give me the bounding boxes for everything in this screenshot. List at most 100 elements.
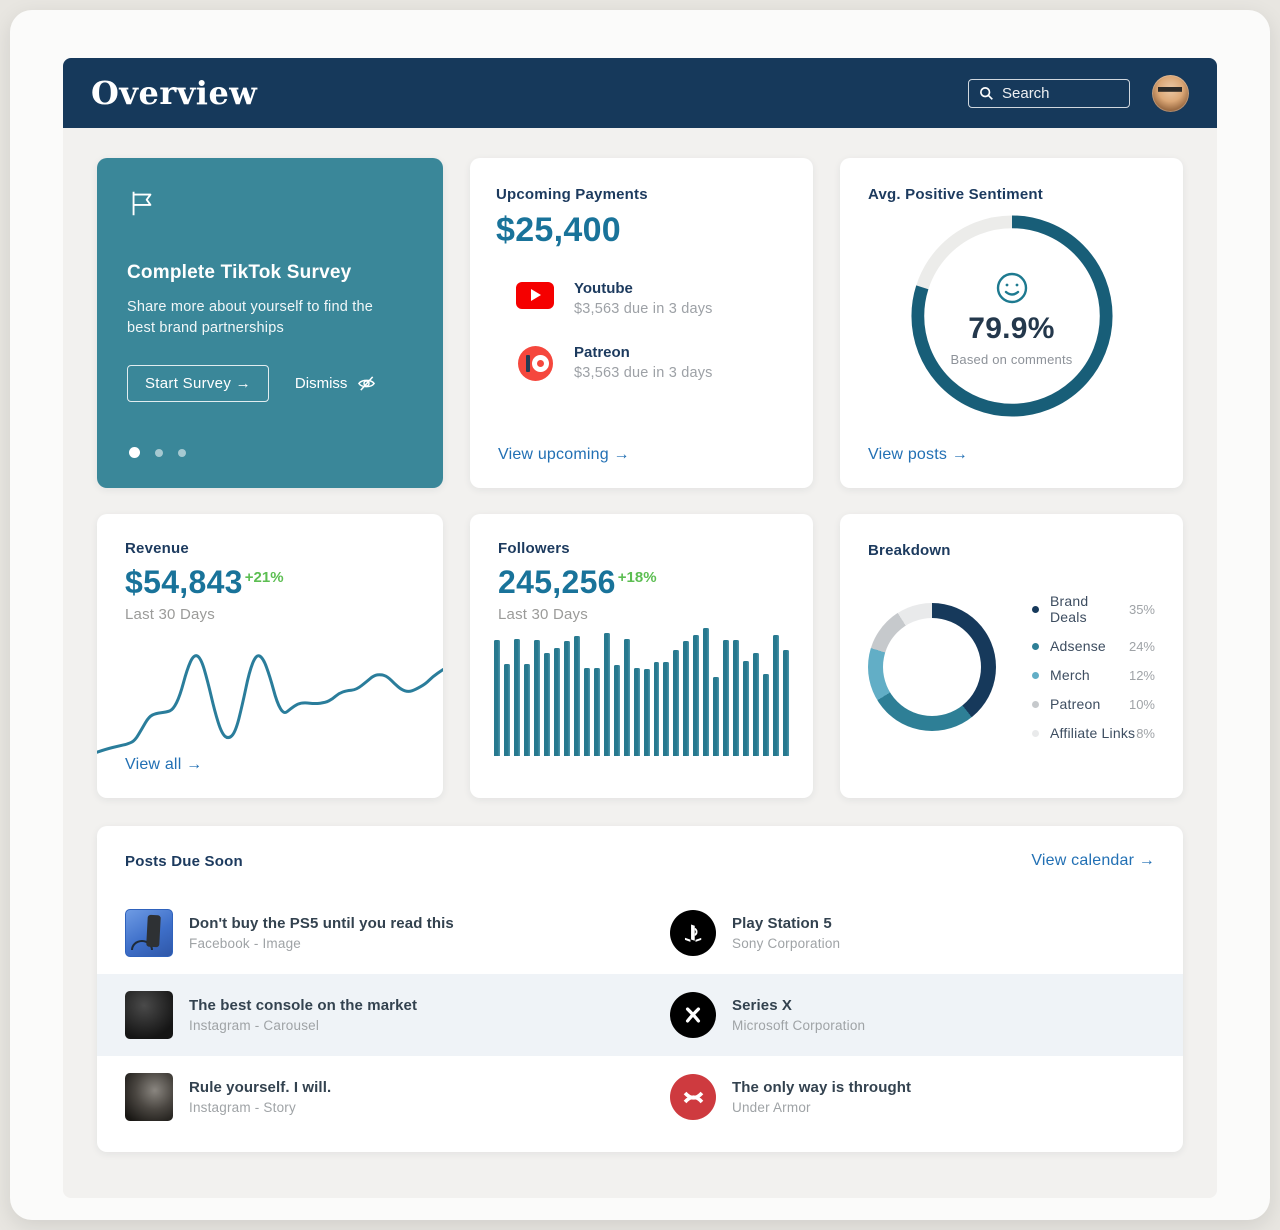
youtube-icon bbox=[516, 282, 554, 309]
legend-dot bbox=[1032, 729, 1039, 737]
followers-bar-chart bbox=[494, 624, 790, 756]
legend-row: Affiliate Links 8% bbox=[1032, 725, 1155, 741]
carousel-dot[interactable] bbox=[129, 447, 140, 458]
revenue-value: $54,843 bbox=[125, 564, 243, 600]
follower-bar bbox=[683, 641, 690, 756]
survey-description: Share more about yourself to find the be… bbox=[127, 299, 373, 337]
legend-label: Brand Deals bbox=[1050, 593, 1089, 625]
survey-title: Complete TikTok Survey bbox=[127, 262, 352, 283]
card-title: Avg. Positive Sentiment bbox=[868, 186, 1043, 203]
search-input[interactable] bbox=[1002, 84, 1119, 102]
legend-row: Adsense 24% bbox=[1032, 638, 1155, 654]
eye-slash-icon bbox=[358, 376, 376, 391]
brand-meta: Sony Corporation bbox=[732, 936, 841, 951]
post-cell: The best console on the market Instagram… bbox=[125, 991, 640, 1039]
brand-cell: The only way is throught Under Armor bbox=[640, 1074, 1155, 1120]
post-row[interactable]: Don't buy the PS5 until you read this Fa… bbox=[97, 892, 1183, 974]
legend-percent: 35% bbox=[1128, 601, 1155, 617]
follower-bar bbox=[673, 650, 680, 756]
follower-bar bbox=[753, 653, 760, 756]
follower-bar bbox=[703, 627, 710, 756]
sentiment-card: Avg. Positive Sentiment 79.9% bbox=[840, 158, 1183, 488]
view-upcoming-link[interactable]: View upcoming → bbox=[498, 446, 630, 463]
followers-card: Followers 245,256 +18% Last 30 Days bbox=[470, 514, 813, 798]
follower-bar bbox=[663, 662, 670, 756]
header: Overview bbox=[63, 58, 1217, 128]
view-all-link[interactable]: View all → bbox=[125, 756, 203, 773]
posts-title: Posts Due Soon bbox=[125, 852, 243, 870]
breakdown-legend: Brand Deals 35% Adsense 24% Merch 12% Pa… bbox=[1032, 593, 1155, 741]
payment-item[interactable]: Patreon $3,563 due in 3 days bbox=[496, 344, 787, 381]
follower-bar bbox=[503, 663, 510, 756]
revenue-card: Revenue $54,843 +21% Last 30 Days View al… bbox=[97, 514, 443, 798]
post-row[interactable]: Rule yourself. I will. Instagram - Story… bbox=[97, 1056, 1183, 1138]
revenue-period: Last 30 Days bbox=[125, 606, 215, 623]
follower-bar bbox=[723, 639, 730, 756]
post-title: The best console on the market bbox=[189, 997, 418, 1014]
search-icon bbox=[980, 86, 993, 100]
payment-item[interactable]: Youtube $3,563 due in 3 days bbox=[496, 280, 787, 317]
posts-list: Don't buy the PS5 until you read this Fa… bbox=[97, 892, 1183, 1138]
dismiss-label: Dismiss bbox=[294, 375, 348, 393]
legend-percent: 10% bbox=[1128, 696, 1155, 712]
survey-card: Complete TikTok Survey Share more about … bbox=[97, 158, 443, 488]
sentiment-ring-chart: 79.9% Based on comments bbox=[909, 213, 1115, 424]
follower-bar bbox=[613, 664, 620, 756]
post-title: Don't buy the PS5 until you read this bbox=[189, 915, 454, 932]
legend-dot bbox=[1032, 671, 1039, 679]
dismiss-button[interactable]: Dismiss bbox=[295, 374, 378, 393]
follower-bar bbox=[513, 638, 520, 756]
follower-bar bbox=[573, 635, 580, 756]
follower-bar bbox=[643, 668, 650, 756]
brand-meta: Under Armor bbox=[732, 1100, 811, 1115]
avatar[interactable] bbox=[1152, 74, 1189, 112]
payment-detail: $3,563 due in 3 days bbox=[574, 365, 713, 381]
payment-name: Patreon bbox=[574, 344, 630, 361]
view-calendar-link[interactable]: View calendar → bbox=[1031, 852, 1155, 869]
follower-bar bbox=[563, 641, 570, 756]
start-survey-button[interactable]: Start Survey → bbox=[127, 365, 269, 403]
follower-bar bbox=[623, 638, 630, 756]
legend-dot bbox=[1032, 642, 1039, 650]
shoe-thumbnail bbox=[125, 1073, 173, 1121]
legend-label: Affiliate Links bbox=[1050, 725, 1136, 741]
card-title: Followers bbox=[498, 540, 570, 557]
post-title: Rule yourself. I will. bbox=[189, 1079, 332, 1096]
post-cell: Don't buy the PS5 until you read this Fa… bbox=[125, 909, 640, 957]
follower-bar bbox=[583, 667, 590, 756]
search-box[interactable] bbox=[968, 78, 1130, 108]
post-meta: Instagram - Story bbox=[189, 1100, 296, 1115]
playstation-logo bbox=[670, 910, 716, 956]
legend-label: Patreon bbox=[1050, 696, 1101, 712]
breakdown-card: Breakdown Brand Deals 35% Adsense 24% Me… bbox=[840, 514, 1183, 798]
brand-name: Series X bbox=[732, 997, 793, 1014]
brand-cell: Play Station 5 Sony Corporation bbox=[640, 910, 1155, 956]
carousel-dot[interactable] bbox=[178, 448, 186, 457]
legend-dot bbox=[1032, 605, 1039, 613]
follower-bar bbox=[763, 674, 770, 756]
carousel-dot[interactable] bbox=[155, 448, 163, 457]
upcoming-payments-card: Upcoming Payments $25,400 Youtube $3,563… bbox=[470, 158, 813, 488]
card-title: Revenue bbox=[125, 540, 189, 557]
legend-dot bbox=[1032, 700, 1039, 708]
ps5-thumbnail bbox=[125, 909, 173, 957]
follower-bar bbox=[773, 634, 780, 756]
view-posts-link[interactable]: View posts → bbox=[868, 446, 968, 463]
follower-bar bbox=[783, 650, 790, 756]
sentiment-value: 79.9% bbox=[968, 312, 1055, 345]
smiley-icon bbox=[996, 272, 1027, 304]
post-meta: Facebook - Image bbox=[189, 936, 302, 951]
posts-due-soon-card: Posts Due Soon View calendar → Don't buy… bbox=[97, 826, 1183, 1152]
legend-label: Adsense bbox=[1050, 638, 1106, 654]
followers-period: Last 30 Days bbox=[498, 606, 588, 623]
app-frame: Overview Complete TikTok Survey Share mo… bbox=[10, 10, 1270, 1220]
carousel-dots bbox=[129, 447, 186, 458]
xbox-logo bbox=[670, 992, 716, 1038]
post-cell: Rule yourself. I will. Instagram - Story bbox=[125, 1073, 640, 1121]
follower-bar bbox=[543, 653, 550, 756]
follower-bar bbox=[523, 663, 530, 756]
post-row[interactable]: The best console on the market Instagram… bbox=[97, 974, 1183, 1056]
followers-value: 245,256 bbox=[498, 564, 616, 600]
flag-icon bbox=[132, 191, 152, 216]
revenue-delta: +21% bbox=[244, 569, 284, 586]
